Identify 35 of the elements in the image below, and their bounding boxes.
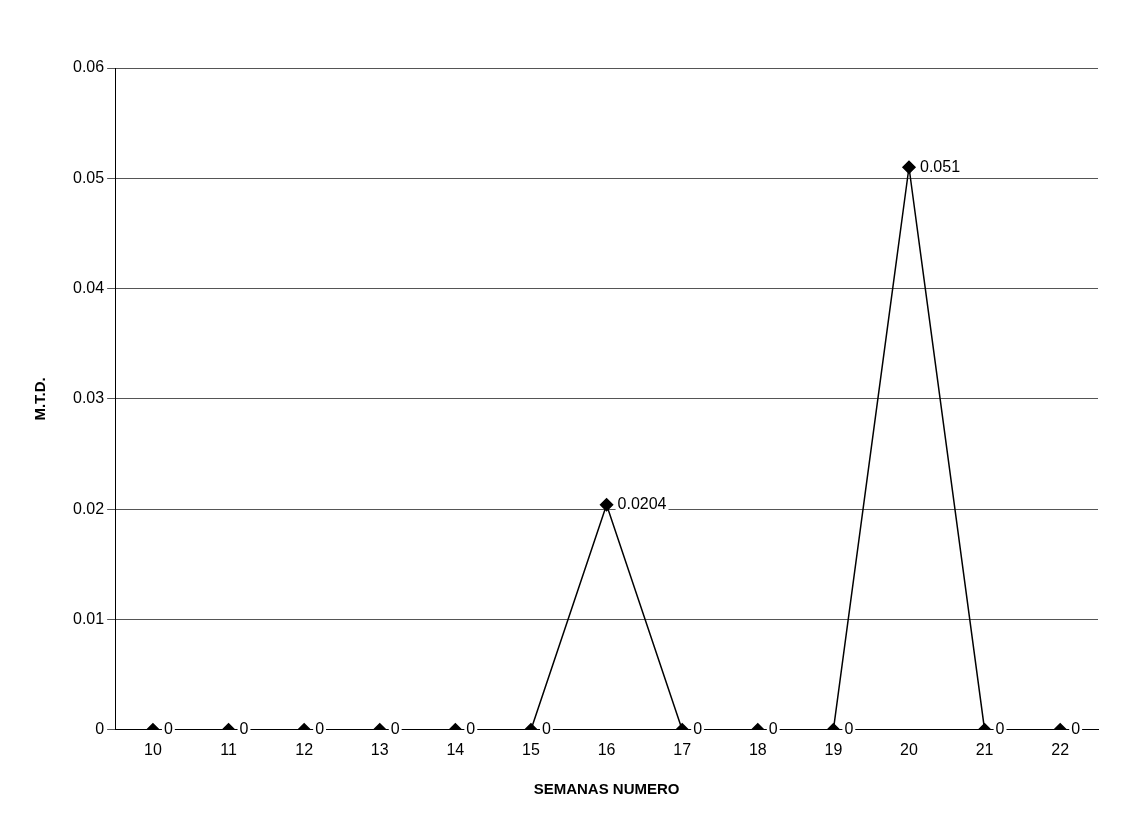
x-tick-label: 19 [824,740,843,758]
data-label: 0 [239,720,249,738]
x-tick-label: 15 [522,740,540,758]
x-tick-label: 10 [144,740,162,758]
y-tick-label: 0.04 [73,279,105,297]
y-tick-label: 0 [95,720,105,738]
data-label: 0 [541,720,551,738]
x-tick-label: 21 [975,740,994,758]
data-label: 0 [1071,720,1081,738]
data-label: 0 [995,720,1005,738]
y-tick-label: 0.03 [73,389,105,407]
x-tick-label: 11 [220,740,237,758]
data-label: 0 [163,720,173,738]
y-axis-title: M.T.D. [31,377,49,421]
x-tick-label: 18 [748,740,767,758]
y-tick-label: 0.06 [73,58,105,76]
x-tick-label: 22 [1051,740,1070,758]
x-tick-label: 16 [597,740,616,758]
data-label: 0 [844,720,854,738]
x-tick-label: 17 [673,740,692,758]
data-label: 0 [390,720,400,738]
data-label: 0.0204 [617,495,667,513]
x-tick-label: 12 [295,740,314,758]
x-axis-title: SEMANAS NUMERO [533,780,680,798]
x-tick-label: 13 [370,740,389,758]
x-tick-label: 14 [446,740,465,758]
y-tick-label: 0.02 [73,499,105,517]
data-label: 0 [315,720,325,738]
y-tick-label: 0.05 [73,168,105,186]
data-label: 0 [693,720,703,738]
x-tick-label: 20 [900,740,918,758]
data-label: 0 [768,720,778,738]
data-label: 0.051 [919,157,961,175]
y-tick-label: 0.01 [73,609,105,627]
data-label: 0 [466,720,476,738]
